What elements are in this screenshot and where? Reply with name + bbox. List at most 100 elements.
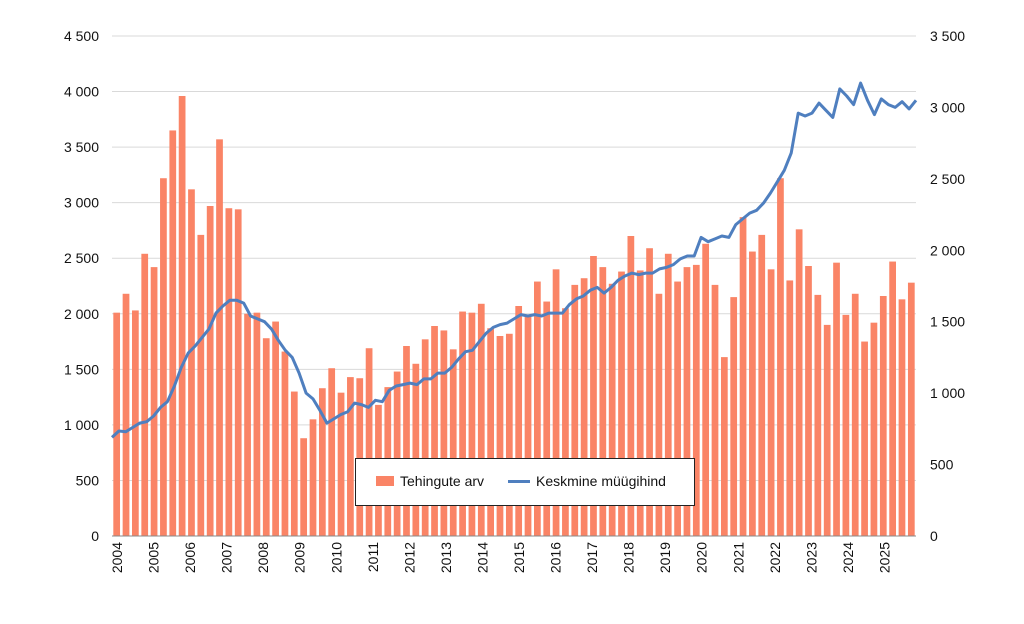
bar: [646, 248, 653, 536]
x-tick-label: 2022: [767, 542, 783, 573]
legend-label-bars: Tehingute arv: [400, 473, 485, 489]
bar: [683, 267, 691, 536]
x-tick-label: 2025: [876, 542, 892, 573]
x-tick-label: 2019: [657, 542, 673, 573]
y-left-tick-label: 0: [91, 528, 99, 544]
bar: [347, 377, 354, 536]
bar: [636, 270, 644, 536]
bar: [244, 313, 251, 536]
bar: [786, 280, 794, 536]
legend-label-line: Keskmine müügihind: [536, 473, 666, 489]
bar: [627, 236, 635, 536]
bar: [113, 312, 121, 536]
bar: [580, 278, 588, 536]
bar: [169, 130, 177, 536]
bar: [505, 333, 513, 536]
y-left-tick-label: 2 500: [64, 250, 99, 266]
bar: [206, 206, 214, 536]
legend-swatch-line: [508, 479, 530, 483]
bar: [262, 338, 270, 536]
y-right-tick-label: 1 500: [930, 314, 965, 330]
bar: [309, 419, 317, 536]
bar: [655, 293, 663, 536]
x-tick-label: 2015: [511, 542, 527, 573]
bar: [720, 357, 728, 536]
x-tick-label: 2012: [401, 542, 417, 573]
y-left-tick-label: 3 500: [64, 139, 99, 155]
bar: [833, 262, 840, 536]
x-tick-label: 2014: [474, 542, 490, 573]
bar: [552, 269, 560, 536]
y-left-tick-label: 1 500: [64, 361, 99, 377]
bar: [150, 267, 158, 536]
bar-series: [113, 96, 915, 537]
bar: [272, 321, 279, 536]
bar: [431, 326, 438, 536]
legend: Tehingute arv Keskmine müügihind: [355, 458, 695, 506]
bar: [337, 392, 345, 536]
bar: [290, 391, 298, 536]
bar: [870, 322, 878, 536]
x-tick-label: 2013: [438, 542, 454, 573]
bar: [861, 341, 868, 536]
x-tick-label: 2023: [803, 542, 819, 573]
bar: [216, 139, 223, 537]
line-series: [110, 81, 918, 439]
bar: [805, 266, 812, 536]
bar: [403, 346, 410, 536]
bar: [898, 299, 906, 536]
bar: [608, 283, 616, 536]
bar: [300, 438, 308, 536]
bar: [664, 253, 672, 536]
bar: [328, 368, 336, 536]
bar: [253, 312, 261, 536]
bar: [197, 234, 205, 536]
bar: [889, 261, 896, 536]
bar: [730, 297, 738, 536]
bar: [534, 281, 541, 536]
bar: [421, 339, 429, 536]
x-tick-label: 2010: [328, 542, 344, 573]
bar: [477, 303, 485, 536]
y-right-tick-label: 3 000: [930, 99, 965, 115]
bar: [571, 284, 579, 536]
bar: [851, 293, 859, 536]
y-right-tick-label: 2 500: [930, 171, 965, 187]
bar: [234, 209, 242, 537]
bar: [122, 293, 130, 536]
bar: [141, 253, 149, 536]
bar: [543, 301, 551, 536]
bar: [618, 271, 625, 536]
x-tick-label: 2016: [548, 542, 564, 573]
bar: [749, 251, 756, 537]
bar: [318, 388, 326, 536]
bar: [225, 208, 233, 536]
x-tick-label: 2009: [292, 542, 308, 573]
y-right-tick-label: 3 500: [930, 28, 965, 44]
x-tick-label: 2011: [365, 542, 381, 572]
bar: [767, 269, 775, 536]
bar: [487, 328, 494, 536]
bar: [590, 256, 597, 536]
bar: [879, 296, 887, 536]
bar: [777, 178, 784, 536]
bar: [412, 363, 420, 536]
bar: [132, 310, 139, 536]
gridlines: [112, 35, 916, 481]
y-left-tick-label: 2 000: [64, 306, 99, 322]
bar: [281, 351, 289, 536]
bar: [823, 324, 831, 536]
y-left-tick-label: 3 000: [64, 195, 99, 211]
bar: [440, 330, 448, 536]
x-tick-label: 2017: [584, 542, 600, 573]
bar: [160, 178, 167, 536]
bar: [515, 306, 523, 536]
x-tick-label: 2008: [255, 542, 271, 573]
y-right-tick-label: 500: [930, 457, 954, 473]
bar: [795, 229, 803, 537]
bar: [459, 311, 466, 536]
bar: [599, 267, 607, 536]
y-left-tick-label: 500: [76, 472, 100, 488]
y-left-tick-label: 4 000: [64, 84, 99, 100]
